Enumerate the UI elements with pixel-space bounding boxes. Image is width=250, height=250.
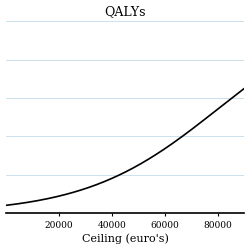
Title: QALYs: QALYs	[104, 6, 146, 18]
X-axis label: Ceiling (euro's): Ceiling (euro's)	[82, 234, 168, 244]
